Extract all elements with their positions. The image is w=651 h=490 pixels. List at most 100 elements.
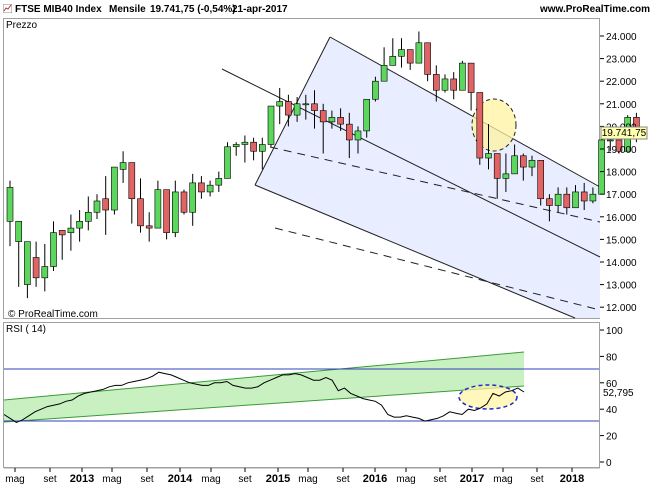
candle-body — [337, 117, 344, 125]
x-tick-label: 2017 — [460, 473, 484, 485]
candle-body — [432, 74, 440, 91]
price-tick-label: 15.000 — [606, 235, 637, 246]
rsi-value-tag — [601, 387, 635, 398]
x-tick-label: mag — [493, 474, 512, 485]
rsi-axis: 100 80 60 40 20 0 — [600, 326, 623, 469]
x-tick-label: mag — [396, 474, 415, 485]
candle-body — [511, 155, 518, 175]
watermark: © ProRealTime.com — [8, 309, 98, 320]
x-tick-label: 2014 — [168, 473, 193, 485]
rsi-tick-label: 100 — [606, 326, 623, 337]
price-tick-label: 12.000 — [606, 303, 637, 314]
x-tick-label: set — [43, 474, 57, 485]
chart-header: FTSE MIB40 Index Mensile 19.741,75 (-0,5… — [0, 0, 651, 17]
candle-body — [32, 257, 40, 279]
candle-body — [145, 225, 153, 229]
pitchfork-upper-line — [329, 36, 601, 188]
candles-group — [6, 31, 640, 299]
candle-body — [85, 211, 92, 222]
candle-body — [154, 189, 162, 229]
x-axis: mag set 2013 mag set 2014 mag set 2015 mag set 2016… — [5, 468, 584, 485]
date-label: 21-apr-2017 — [232, 4, 288, 15]
x-tick-label: 2016 — [363, 473, 387, 485]
candle-body — [328, 117, 336, 123]
candle-body — [502, 173, 510, 179]
candle-body — [198, 182, 205, 193]
x-tick-label: set — [140, 474, 154, 485]
price-tick-label: 24.000 — [606, 32, 637, 43]
candle-body — [163, 189, 170, 233]
x-tick-label: set — [433, 474, 447, 485]
candle-body — [537, 160, 545, 200]
candle-body — [598, 139, 605, 195]
candle-body — [406, 49, 414, 64]
x-tick-label: set — [238, 474, 252, 485]
candle-body — [50, 232, 57, 267]
candle-body — [232, 144, 240, 148]
rsi-panel-label: RSI ( 14) — [6, 324, 46, 335]
pitchfork-handle — [254, 36, 331, 186]
candle-body — [67, 227, 75, 233]
candle-body — [180, 191, 188, 213]
candle-body — [241, 141, 249, 145]
rsi-line — [3, 371, 525, 423]
candle-body — [398, 49, 405, 57]
candle-body — [319, 110, 327, 123]
candle-body — [485, 153, 492, 159]
candle-body — [258, 144, 266, 152]
candle-body — [58, 230, 66, 236]
price-tick-label: 21.000 — [606, 100, 637, 111]
candle-body — [563, 193, 571, 209]
candle-body — [119, 162, 127, 170]
candle-body — [102, 198, 109, 211]
candle-body — [389, 56, 397, 66]
candle-body — [24, 241, 31, 285]
rsi-band-lower-line — [3, 385, 525, 423]
price-tick-label: 19.000 — [606, 145, 637, 156]
x-tick-label: mag — [102, 474, 121, 485]
last-price-label: 19.741,75 — [602, 128, 647, 139]
candle-body — [311, 103, 318, 111]
candle-body — [111, 166, 118, 211]
candle-body — [546, 198, 553, 206]
site-label: www.ProRealTime.com — [540, 4, 651, 15]
rsi-tick-label: 20 — [606, 432, 618, 443]
candle-body — [215, 178, 223, 186]
candle-body — [528, 160, 536, 168]
candle-body — [519, 155, 527, 168]
price-tick-label: 13.000 — [606, 281, 637, 292]
rsi-tick-label: 40 — [606, 405, 618, 416]
candle-body — [302, 103, 310, 106]
price-tick-label: 18.000 — [606, 168, 637, 179]
pitchfork-median-line — [221, 68, 601, 258]
price-tick-label: 22.000 — [606, 77, 637, 88]
candle-body — [128, 162, 136, 200]
candle-body — [6, 187, 14, 222]
x-tick-label: set — [530, 474, 544, 485]
candle-body — [224, 146, 231, 179]
price-tick-label: 17.000 — [606, 190, 637, 201]
candle-body — [267, 105, 275, 145]
candle-body — [15, 221, 22, 242]
candle-body — [441, 78, 449, 91]
candle-body — [476, 92, 484, 159]
x-tick-label: mag — [298, 474, 317, 485]
candle-body — [467, 62, 475, 93]
price-panel-label: Prezzo — [6, 20, 38, 31]
candle-body — [372, 80, 379, 100]
candle-body — [580, 191, 588, 202]
rsi-tick-label: 80 — [606, 352, 618, 363]
candle-body — [293, 103, 301, 116]
candle-body — [493, 153, 501, 179]
candle-body — [137, 198, 144, 227]
instrument-name: FTSE MIB40 Index — [15, 4, 102, 15]
candle-body — [380, 65, 388, 82]
candle-body — [424, 42, 431, 75]
price-tick-label: 14.000 — [606, 258, 637, 269]
x-tick-label: 2013 — [70, 473, 94, 485]
candle-body — [93, 200, 101, 213]
candle-body — [363, 98, 371, 132]
rsi-tick-label: 60 — [606, 379, 618, 390]
candle-body — [589, 193, 597, 202]
